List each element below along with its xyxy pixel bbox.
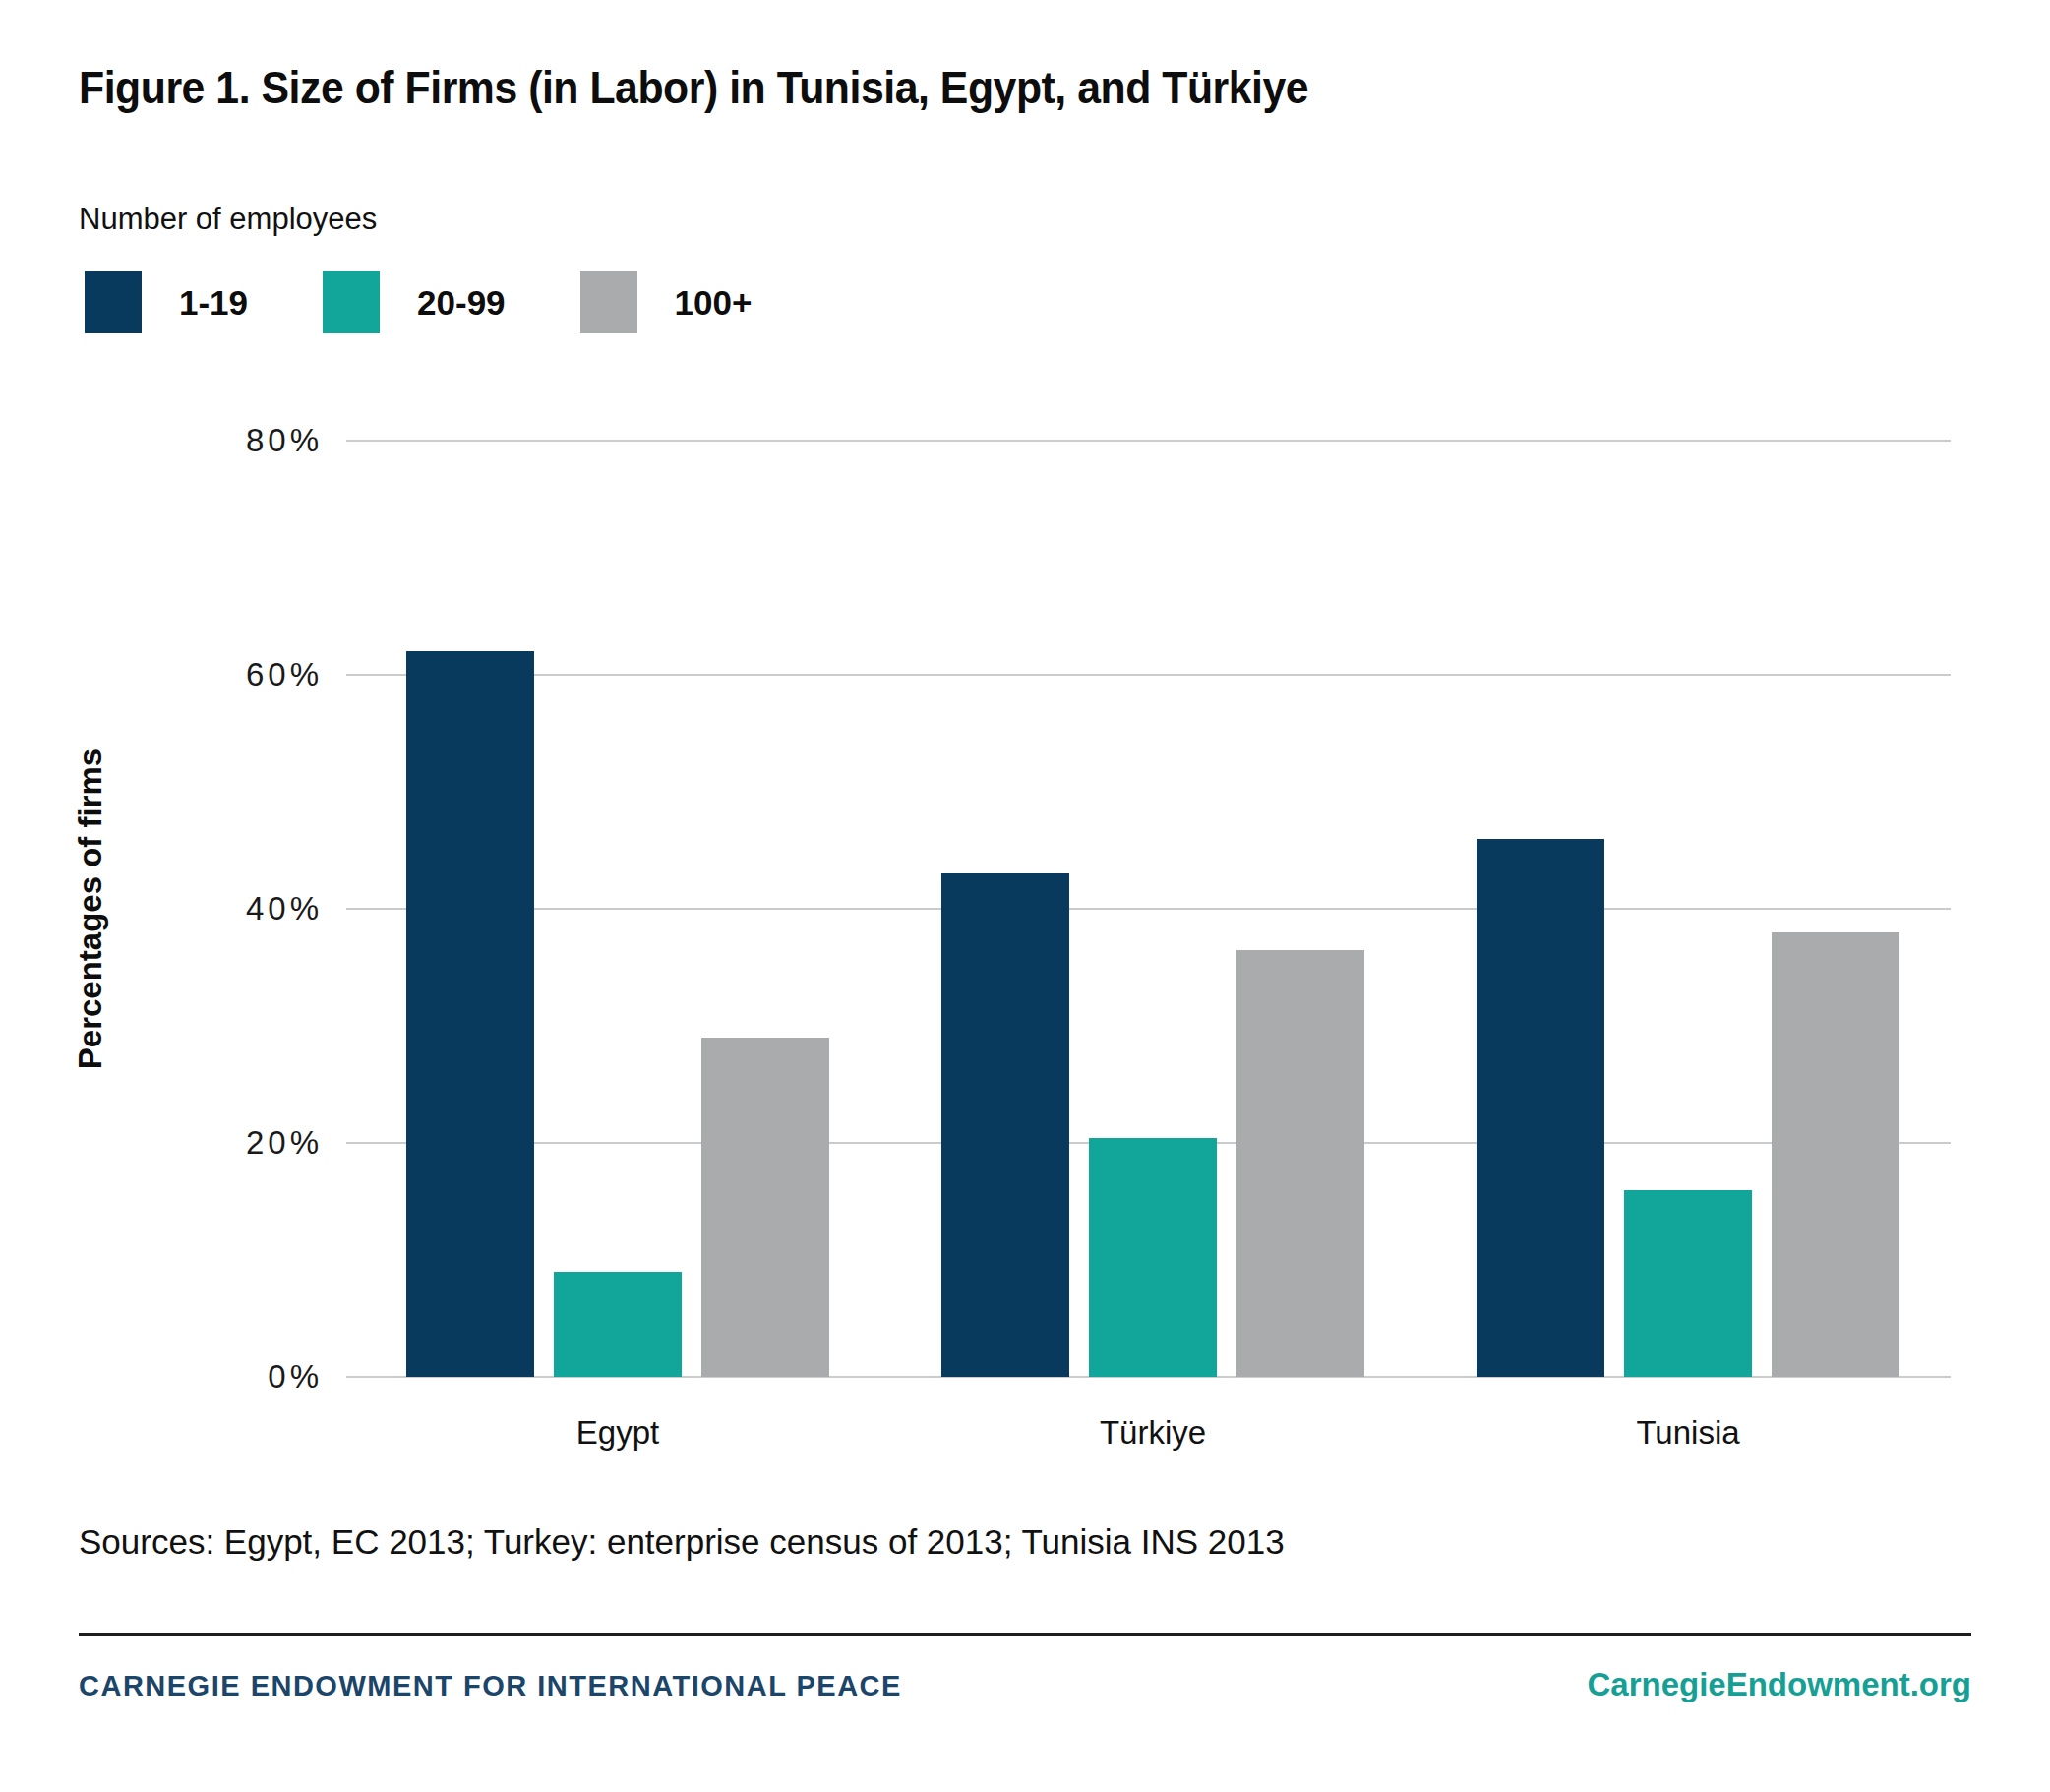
bar-Türkiye-1-19	[941, 873, 1069, 1377]
footer-website: CarnegieEndowment.org	[1587, 1666, 1971, 1703]
x-axis-label-Egypt: Egypt	[406, 1414, 829, 1452]
bar-Türkiye-20-99	[1089, 1138, 1217, 1377]
y-axis-title: Percentages of firms	[72, 748, 109, 1069]
y-tick-80%: 80%	[246, 422, 323, 459]
bar-Tunisia-100+	[1772, 932, 1899, 1377]
bar-Egypt-20-99	[554, 1272, 682, 1377]
y-tick-20%: 20%	[246, 1124, 323, 1162]
figure-title: Figure 1. Size of Firms (in Labor) in Tu…	[79, 61, 1308, 114]
bar-Tunisia-20-99	[1624, 1190, 1752, 1377]
bar-Egypt-100+	[701, 1038, 829, 1377]
legend-row: 1-19 20-99 100+	[85, 271, 826, 333]
y-axis-title-wrap: Percentages of firms	[61, 441, 120, 1377]
bar-Tunisia-1-19	[1477, 839, 1604, 1377]
bar-group-Türkiye	[941, 441, 1364, 1377]
plot-area: Percentages of firms 80%60%40%20%0%Egypt…	[346, 441, 1951, 1377]
x-axis-label-Tunisia: Tunisia	[1477, 1414, 1899, 1452]
y-tick-40%: 40%	[246, 890, 323, 927]
legend-item-1-19: 1-19	[85, 271, 248, 333]
bar-Türkiye-100+	[1236, 950, 1364, 1377]
bar-Egypt-1-19	[406, 651, 534, 1377]
bar-group-Tunisia	[1477, 441, 1899, 1377]
legend-heading: Number of employees	[79, 202, 377, 237]
legend-swatch-1-19	[85, 271, 142, 333]
x-axis-label-Türkiye: Türkiye	[941, 1414, 1364, 1452]
footer-divider	[79, 1633, 1971, 1636]
footer-org-name: CARNEGIE ENDOWMENT FOR INTERNATIONAL PEA…	[79, 1670, 902, 1702]
figure-page: Figure 1. Size of Firms (in Labor) in Tu…	[0, 0, 2050, 1792]
legend-item-100+: 100+	[580, 271, 753, 333]
legend-swatch-20-99	[323, 271, 380, 333]
sources-note: Sources: Egypt, EC 2013; Turkey: enterpr…	[79, 1523, 1285, 1562]
y-tick-0%: 0%	[268, 1358, 323, 1396]
legend-label-100+: 100+	[675, 283, 753, 323]
legend-item-20-99: 20-99	[323, 271, 506, 333]
legend-swatch-100+	[580, 271, 637, 333]
legend-label-20-99: 20-99	[417, 283, 506, 323]
legend-label-1-19: 1-19	[179, 283, 248, 323]
y-tick-60%: 60%	[246, 656, 323, 693]
bar-group-Egypt	[406, 441, 829, 1377]
